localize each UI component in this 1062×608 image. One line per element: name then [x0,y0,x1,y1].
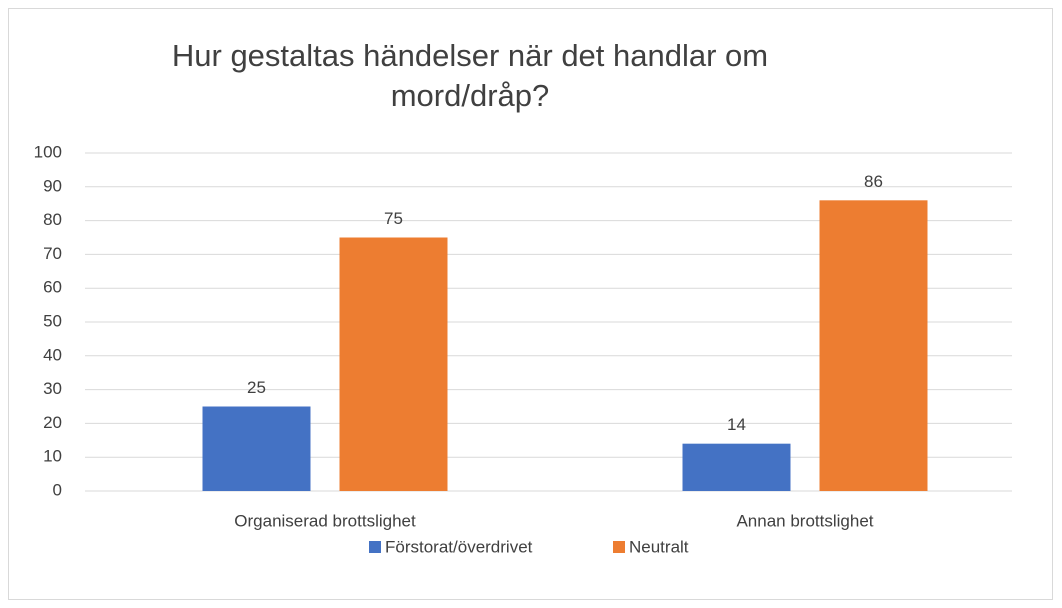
data-label: 14 [727,415,746,434]
bar [339,237,448,491]
y-tick-label: 0 [53,480,62,499]
legend-label: Neutralt [629,537,689,556]
y-tick-label: 100 [34,142,62,161]
bar [202,406,311,491]
y-tick-label: 70 [43,244,62,263]
y-tick-label: 90 [43,176,62,195]
x-tick-label: Organiserad brottslighet [234,511,416,530]
x-tick-label: Annan brottslighet [736,511,873,530]
bar [682,443,791,491]
y-tick-label: 10 [43,447,62,466]
legend-swatch [369,541,381,553]
data-label: 86 [864,172,883,191]
chart-title: Hur gestaltas händelser när det handlar … [171,38,769,113]
legend-swatch [613,541,625,553]
y-tick-label: 30 [43,379,62,398]
y-tick-label: 60 [43,278,62,297]
data-label: 25 [247,378,266,397]
legend-label: Förstorat/överdrivet [385,537,533,556]
bar [819,200,928,491]
y-tick-label: 20 [43,413,62,432]
y-tick-label: 80 [43,210,62,229]
y-tick-label: 50 [43,311,62,330]
data-label: 75 [384,209,403,228]
y-tick-label: 40 [43,345,62,364]
